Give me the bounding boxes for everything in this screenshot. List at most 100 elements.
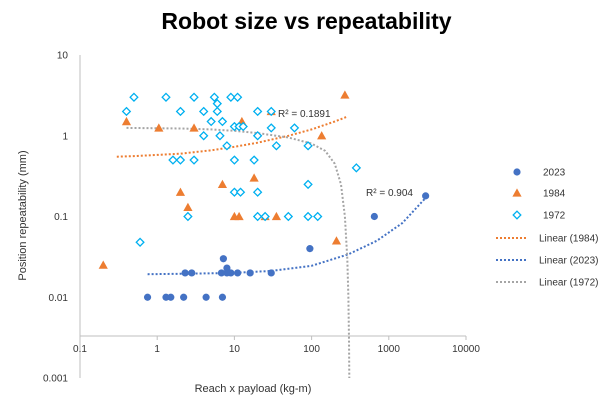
trendline (116, 116, 347, 158)
data-point (303, 141, 313, 151)
y-tick-label: 10 (57, 51, 69, 62)
data-point (267, 269, 275, 277)
data-point (175, 155, 186, 165)
r-squared-label: R² = 0.904 (366, 188, 413, 199)
data-point (215, 131, 225, 141)
data-point (121, 116, 132, 126)
data-point (229, 187, 240, 197)
r-squared-label: R² = 0.1891 (278, 109, 331, 120)
x-tick-label: 10000 (452, 344, 480, 355)
data-point (121, 106, 132, 117)
data-point (183, 202, 193, 211)
data-point (249, 173, 259, 182)
data-point (252, 131, 263, 141)
data-point (252, 187, 263, 197)
data-point (167, 293, 175, 301)
data-point (129, 92, 139, 102)
data-point (252, 211, 263, 222)
data-point (283, 211, 294, 222)
data-point (189, 123, 199, 132)
data-point (217, 269, 226, 277)
data-point (154, 123, 164, 132)
data-point (271, 211, 282, 221)
data-point (235, 187, 246, 197)
data-point (223, 264, 231, 272)
legend-entry: 2023 (543, 168, 566, 179)
data-point (206, 116, 216, 127)
data-point (198, 106, 209, 117)
y-tick-label: 0.001 (43, 374, 68, 385)
data-point (168, 155, 178, 165)
data-point (513, 168, 521, 176)
data-point (340, 90, 350, 99)
data-point (188, 269, 196, 277)
data-point (226, 92, 236, 102)
data-point (98, 260, 108, 269)
data-point (303, 179, 313, 190)
data-point (512, 188, 522, 197)
data-point (180, 293, 188, 301)
legend-entry: Linear (1984) (539, 234, 598, 245)
x-tick-label: 1000 (378, 344, 401, 355)
data-point (303, 211, 313, 222)
data-point (252, 106, 263, 117)
data-point (266, 123, 276, 133)
data-point (135, 237, 145, 247)
data-point (306, 245, 314, 253)
data-point (271, 141, 282, 151)
chart-title: Robot size vs repeatability (161, 8, 452, 34)
data-point (198, 131, 209, 141)
data-point (219, 255, 227, 263)
data-point (249, 155, 259, 165)
data-point (234, 211, 244, 221)
data-point (189, 92, 199, 102)
x-tick-label: 0.1 (73, 344, 87, 355)
data-point (317, 131, 327, 140)
data-point (222, 141, 232, 151)
data-point (181, 269, 189, 277)
data-point (422, 192, 430, 200)
x-tick-label: 10 (229, 344, 241, 355)
trendline (126, 126, 351, 379)
data-point (217, 179, 228, 189)
data-point (312, 211, 323, 222)
data-point (218, 293, 227, 301)
y-tick-label: 0.1 (54, 212, 68, 223)
data-point (227, 269, 235, 277)
data-point (189, 155, 199, 165)
data-point (183, 211, 193, 222)
data-point (209, 92, 220, 102)
data-point (246, 269, 254, 277)
y-tick-label: 1 (62, 131, 68, 142)
data-point (233, 269, 242, 277)
x-tick-label: 1 (154, 344, 160, 355)
data-point (266, 106, 276, 117)
legend-entry: 1972 (543, 211, 566, 222)
legend-entry: Linear (1972) (539, 278, 598, 289)
data-point (351, 163, 362, 173)
data-point (370, 212, 378, 221)
data-point (512, 210, 522, 220)
data-point (161, 92, 171, 102)
legend-entry: 1984 (543, 189, 566, 200)
x-tick-label: 100 (303, 344, 320, 355)
data-point (229, 155, 240, 165)
y-axis-label: Position repeatability (mm) (17, 150, 29, 280)
data-point (175, 106, 186, 117)
data-point (212, 106, 222, 117)
x-axis-label: Reach x payload (kg-m) (195, 383, 312, 395)
y-tick-label: 0.01 (49, 293, 69, 304)
data-point (217, 116, 228, 127)
data-point (238, 121, 248, 132)
data-point (175, 187, 186, 196)
legend-entry: Linear (2023) (539, 256, 598, 267)
data-point (143, 293, 152, 301)
data-point (331, 236, 342, 245)
data-point (289, 123, 300, 133)
data-point (260, 211, 270, 222)
trendline (147, 197, 427, 276)
data-point (212, 98, 222, 109)
data-point (232, 92, 243, 102)
